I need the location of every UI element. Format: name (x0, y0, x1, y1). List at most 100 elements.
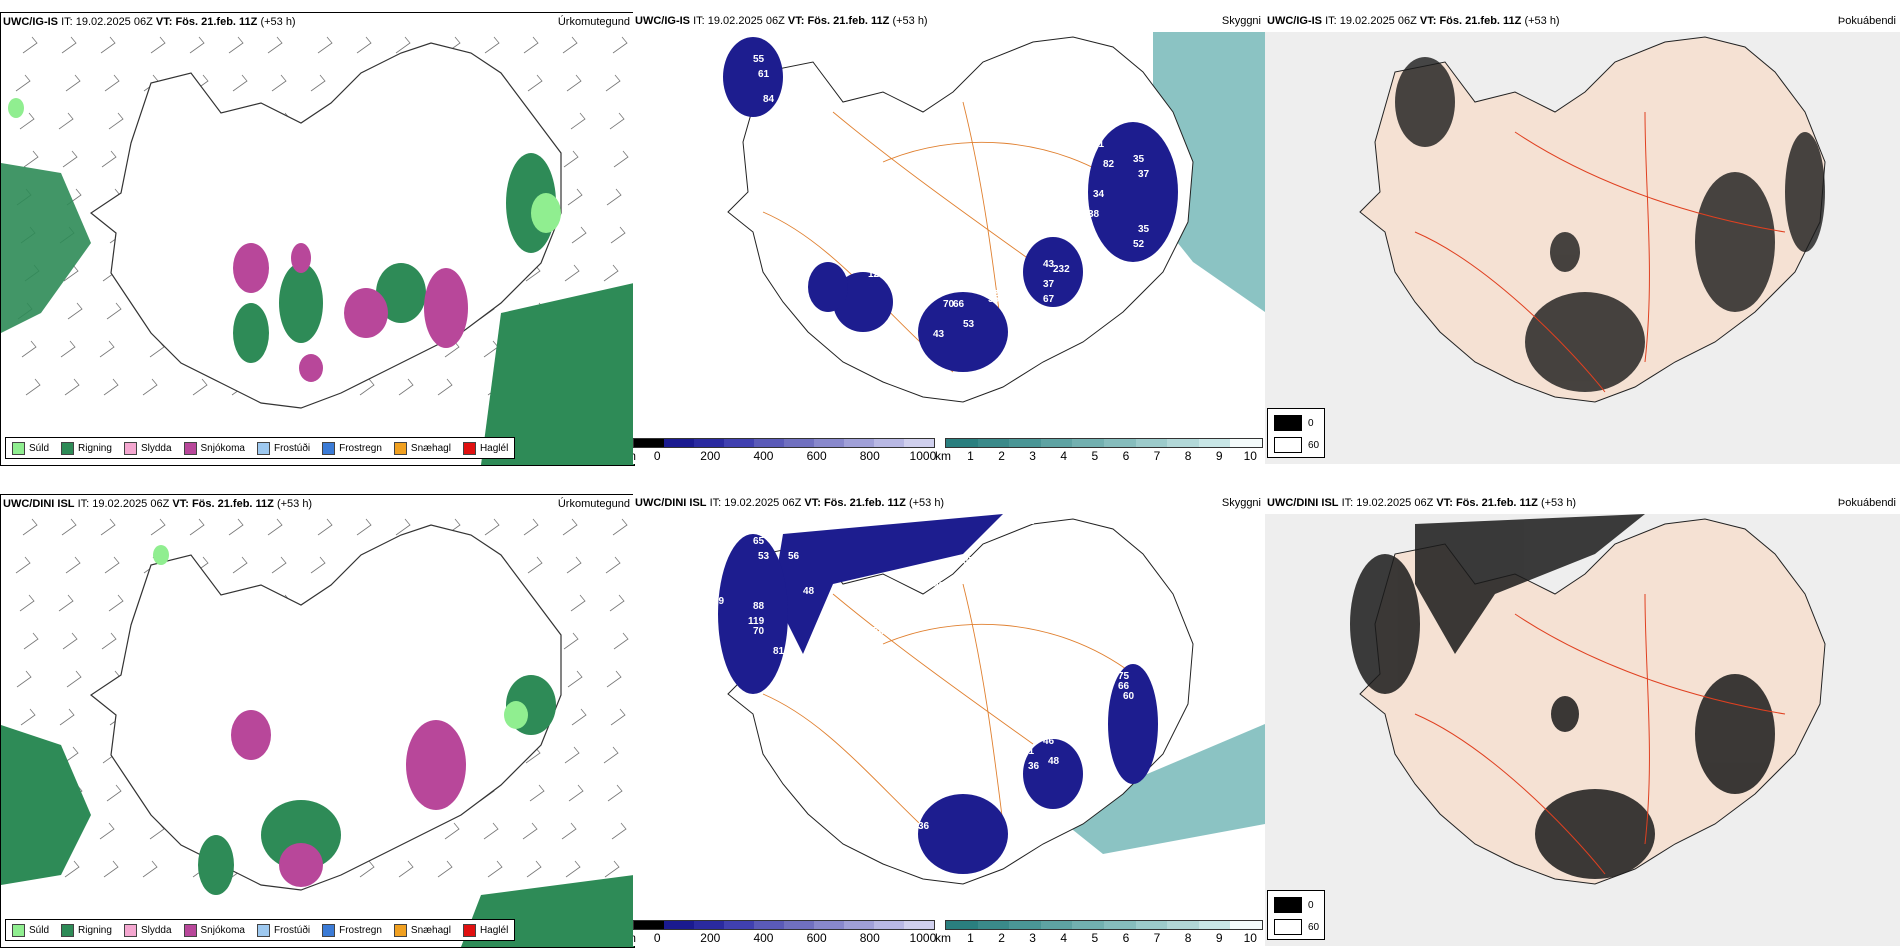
cloud-base-value: 128 (868, 269, 885, 280)
precip-map-bottom (1, 518, 634, 947)
cloud-base-value: 55 (988, 294, 1000, 305)
cloud-base-value: 88 (753, 601, 765, 612)
cloud-base-value: 84 (763, 94, 775, 105)
panel-title: Úrkomutegund (557, 16, 630, 28)
precip-legend: Súld Rigning Slydda Snjókoma Frostúði Fr… (5, 437, 516, 459)
colorbar-tick: 4 (1060, 449, 1068, 463)
cloud-panel-bottom: 65 53 56 89 48 88 119 70 81 89 54 87 74 90 103 96 87 91 16… (633, 494, 1265, 946)
colorbar-tick: 1 (967, 449, 974, 463)
legend-item: Frostregn (322, 923, 382, 937)
iceland-outline (1359, 36, 1826, 403)
cloud-base-value: 67 (1043, 294, 1055, 305)
cloud-base-value: 10 (853, 214, 865, 225)
cloud-base-value: 46 (953, 776, 965, 787)
legend-item: Súld (12, 923, 49, 937)
cloud-base-value: 57 (963, 761, 975, 772)
panel-title: Skyggni (1221, 497, 1261, 509)
cloud-base-value: 81 (773, 646, 785, 657)
cloud-base-value: 51 (1093, 139, 1105, 150)
visibility-colorbar: km 1 2 3 4 5 6 7 8 9 10 (935, 920, 1263, 945)
colorbar-tick: 5 (1091, 449, 1099, 463)
cloud-base-value: 24 (1033, 199, 1045, 210)
fog-map-top (1265, 32, 1900, 464)
low-cloud-areas (723, 37, 1178, 372)
cloud-base-value: 47 (878, 224, 890, 235)
colorbar-tick: 2 (998, 931, 1005, 945)
cloud-base-value: 56 (788, 551, 800, 562)
cloud-base-value: 5 (1068, 726, 1074, 737)
cloud-base-value: 87 (883, 606, 895, 617)
cloud-base-value: 36 (913, 349, 925, 360)
colorbar-tick: 1 (967, 931, 974, 945)
legend-item: Haglél (462, 441, 508, 455)
rivers (1414, 111, 1786, 393)
cloud-base-value: 57 (898, 279, 910, 290)
visibility-colorbar: km 1 2 3 4 5 6 7 8 9 10 (935, 438, 1263, 463)
cloud-base-value: 52 (1133, 239, 1145, 250)
fog-shading (1395, 57, 1825, 392)
cloud-base-value: 35 (1138, 224, 1150, 235)
cloud-base-value: 82 (1103, 159, 1115, 170)
cloud-base-value: 75 (1118, 671, 1130, 682)
cloud-base-value: 18 (1003, 154, 1015, 165)
cloud-base-value: 60 (1123, 691, 1135, 702)
cloud-base-value: 48 (803, 586, 815, 597)
cloud-base-value: 41 (1023, 746, 1035, 757)
cloud-base-value: 89 (783, 666, 795, 677)
panel-title: Þokuábendi (1837, 497, 1896, 509)
cloud-base-value: 42 (1048, 701, 1060, 712)
cloud-base-value: 44 (1058, 109, 1070, 120)
precip-panel-bottom: UWC/DINI ISL IT: 19.02.2025 06Z VT: Fös.… (0, 494, 635, 948)
cloud-base-value: 48 (1048, 756, 1060, 767)
cloud-base-value: 168 (893, 736, 910, 747)
cloud-base-value: 63 (833, 239, 845, 250)
cloud-base-value: 84 (873, 706, 885, 717)
height-colorbar: m02004006008001000 (633, 920, 936, 945)
cloud-base-value: 93 (1013, 169, 1025, 180)
fog-legend: 0 60 (1267, 408, 1325, 458)
precip-panel-top: UWC/IG-IS IT: 19.02.2025 06Z VT: Fös. 21… (0, 12, 635, 466)
legend-item: Rigning (61, 441, 112, 455)
legend-item: Snæhagl (393, 441, 451, 455)
fog-legend: 0 60 (1267, 890, 1325, 940)
cloud-base-value: 65 (753, 536, 765, 547)
colorbar-tick: 3 (1029, 449, 1036, 463)
cloud-base-value: 75 (993, 289, 1005, 300)
colorbar-tick: 2 (998, 449, 1005, 463)
colorbar-tick: 6 (1122, 449, 1130, 463)
cloud-base-value: 51 (883, 831, 895, 842)
legend-item: Slydda (123, 441, 172, 455)
legend-item: Snæhagl (393, 923, 451, 937)
legend-item: Frostúði (256, 441, 310, 455)
legend-item: Rigning (61, 923, 112, 937)
cloud-base-value: 37 (1043, 279, 1055, 290)
cloud-panel-top: 55 61 84 44 33 10 63 102 47 90 128 57 65 70 53 43 36 66 55… (633, 12, 1265, 464)
header-bottom-cloud: UWC/DINI ISL IT: 19.02.2025 06Z VT: Fös.… (635, 497, 945, 509)
cloud-base-value: 96 (933, 566, 945, 577)
cloud-base-value: 43 (918, 786, 930, 797)
cloud-base-value: 43 (1043, 259, 1055, 270)
header-top-cloud: UWC/IG-IS IT: 19.02.2025 06Z VT: Fös. 21… (635, 15, 928, 27)
cloud-base-value: 66 (1118, 681, 1130, 692)
colorbar-tick: 9 (1215, 449, 1223, 463)
precip-legend: Súld Rigning Slydda Snjókoma Frostúði Fr… (5, 919, 516, 941)
low-cloud-areas (718, 514, 1158, 874)
cloud-base-value: 106 (1048, 209, 1065, 220)
header-bottom-precip: UWC/DINI ISL IT: 19.02.2025 06Z VT: Fös.… (3, 498, 313, 510)
cloud-base-value: 91 (1023, 516, 1035, 527)
colorbar-tick: 600 (806, 931, 827, 945)
colorbar-tick: 7 (1153, 931, 1161, 945)
cloud-base-value: 126 (998, 184, 1015, 195)
colorbar-tick: 8 (1184, 449, 1192, 463)
cloud-base-value: 226 (1063, 124, 1080, 135)
cloud-base-value: 119 (748, 616, 765, 627)
drizzle-areas (153, 545, 528, 729)
header-top-precip: UWC/IG-IS IT: 19.02.2025 06Z VT: Fös. 21… (3, 16, 296, 28)
cloud-base-value: 70 (943, 299, 955, 310)
cloud-base-value: 66 (953, 299, 965, 310)
header-bottom-fog: UWC/DINI ISL IT: 19.02.2025 06Z VT: Fös.… (1267, 497, 1577, 509)
cloud-base-value: 87 (963, 556, 975, 567)
cloud-base-value: 36 (1028, 761, 1040, 772)
